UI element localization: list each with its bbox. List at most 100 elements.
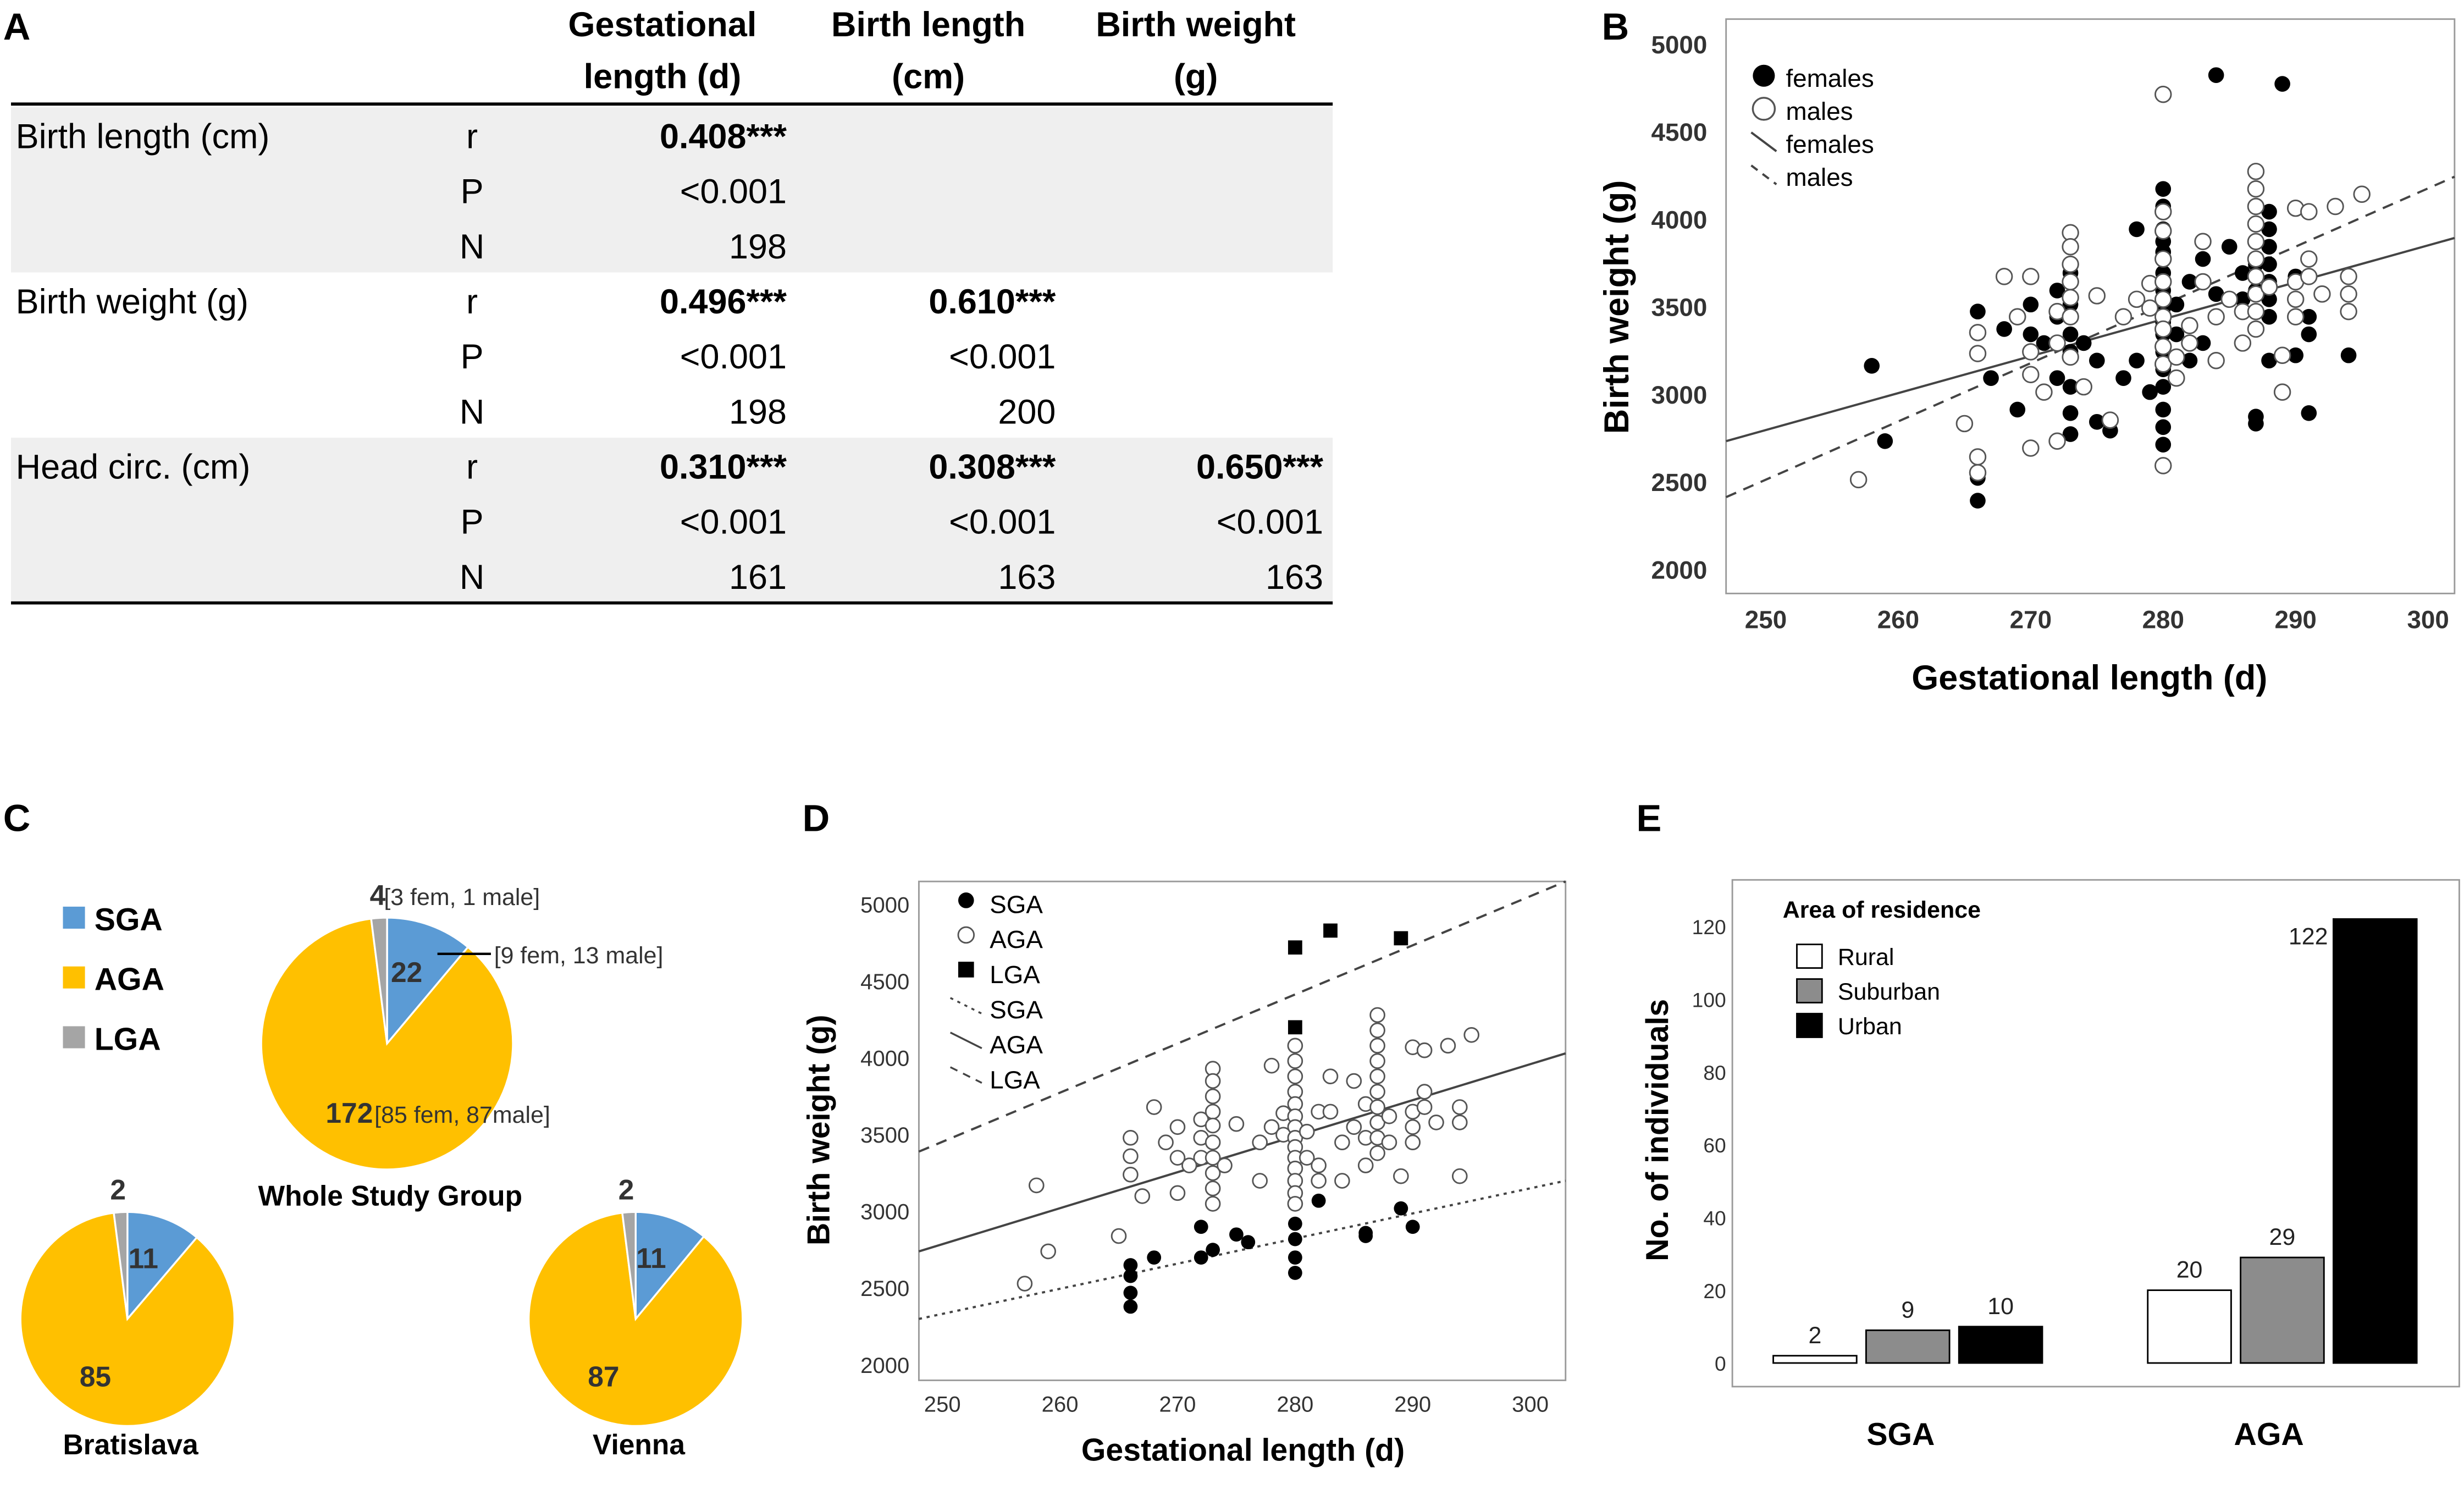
point-females <box>2301 308 2317 325</box>
point-females <box>2155 181 2172 197</box>
point-sga <box>1288 1216 1302 1231</box>
point-males <box>2181 317 2198 334</box>
point-aga <box>1405 1119 1421 1135</box>
point-aga <box>1123 1130 1139 1146</box>
x-axis-label: Gestational length (d) <box>1081 1432 1405 1468</box>
point-males <box>2062 289 2079 306</box>
bar-value-label: 2 <box>1808 1322 1821 1349</box>
legend-label: Suburban <box>1838 979 1940 1005</box>
point-males <box>2168 369 2185 387</box>
point-males <box>2181 334 2198 352</box>
point-males <box>2313 285 2331 303</box>
point-aga <box>1205 1196 1221 1212</box>
stat-label: N <box>460 393 484 431</box>
point-females <box>2049 370 2065 386</box>
point-lga <box>1288 940 1302 955</box>
stat-label: P <box>461 338 484 376</box>
point-aga <box>1252 1134 1268 1151</box>
y-tick-label: 2500 <box>860 1277 909 1301</box>
point-aga <box>1040 1243 1057 1260</box>
point-sga <box>1241 1235 1256 1250</box>
point-males <box>2114 308 2132 326</box>
y-tick-label: 60 <box>1703 1134 1726 1157</box>
point-aga <box>1205 1134 1221 1151</box>
bar-value-label: 9 <box>1901 1297 1914 1323</box>
panel-b-scatter: B 250 260 270 280 290 300 2000 2500 3000 3500 4000… <box>1598 5 2456 697</box>
point-aga <box>1287 1068 1303 1084</box>
point-males <box>2128 290 2146 308</box>
pie-slice-aga <box>527 1211 744 1427</box>
x-tick-label: 250 <box>1745 605 1787 633</box>
point-females <box>2301 405 2317 421</box>
pie-title: Vienna <box>593 1428 685 1460</box>
point-males <box>2048 432 2066 450</box>
point-aga <box>1369 1038 1385 1054</box>
legend-swatch <box>1796 1013 1823 1038</box>
column-header: Gestational <box>568 5 757 44</box>
y-tick-label: 100 <box>1692 988 1726 1011</box>
panel-a-letter: A <box>3 5 31 48</box>
y-tick-label: 0 <box>1715 1352 1726 1375</box>
point-aga <box>1451 1168 1468 1184</box>
point-females <box>2155 437 2172 453</box>
point-females <box>2023 326 2039 343</box>
point-males <box>2247 180 2265 198</box>
point-aga <box>1322 1104 1339 1120</box>
category-label: SGA <box>1866 1417 1935 1452</box>
point-males <box>2022 268 2040 285</box>
point-females <box>2181 352 2198 369</box>
point-males <box>1969 464 1987 482</box>
point-males <box>2154 338 2172 356</box>
point-females <box>2049 283 2065 299</box>
point-aga <box>1205 1165 1221 1181</box>
pie-slice-lga <box>621 1211 637 1320</box>
point-females <box>2009 401 2026 418</box>
legend-marker-dashed-line <box>949 1066 982 1084</box>
fit-line-aga-solid <box>918 1052 1566 1253</box>
fit-line-sga-dotted <box>919 1179 1566 1320</box>
point-aga <box>1463 1027 1479 1043</box>
point-females <box>1983 370 1999 386</box>
point-aga <box>1228 1116 1245 1132</box>
bar-value-label: 29 <box>2269 1224 2296 1250</box>
point-males <box>2035 383 2053 401</box>
table-cell: 0.650*** <box>1196 448 1324 486</box>
point-aga <box>1369 1084 1385 1100</box>
point-males <box>2247 268 2265 285</box>
legend-label: males <box>1786 97 1853 125</box>
legend-label: LGA <box>990 1066 1040 1094</box>
point-males <box>2220 290 2238 308</box>
column-header: Birth weight <box>1096 5 1296 44</box>
point-aga <box>1169 1150 1186 1166</box>
pie-title: Bratislava <box>63 1428 198 1460</box>
point-males <box>2207 352 2225 369</box>
point-females <box>2261 203 2277 220</box>
x-tick-label: 270 <box>1159 1393 1196 1417</box>
point-sga <box>1206 1243 1220 1257</box>
legend-label: Rural <box>1838 944 1894 970</box>
point-males <box>1969 324 1987 341</box>
point-females <box>2274 76 2290 92</box>
panel-d-letter: D <box>803 797 830 840</box>
point-females <box>2288 347 2304 363</box>
legend-label: Urban <box>1838 1013 1902 1040</box>
point-females <box>1970 493 1986 509</box>
point-sga <box>1147 1250 1162 1265</box>
point-sga <box>1123 1268 1138 1283</box>
column-header: length (d) <box>584 58 742 96</box>
y-tick-label: 80 <box>1703 1061 1726 1084</box>
point-aga <box>1158 1134 1174 1151</box>
legend-label: AGA <box>990 1031 1043 1059</box>
point-females <box>1864 358 1880 374</box>
point-aga <box>1181 1157 1197 1173</box>
point-males <box>2340 302 2357 321</box>
point-females <box>2248 416 2264 432</box>
slice-label: 172 <box>325 1097 373 1129</box>
pie-slice-lga <box>370 917 388 1044</box>
point-males <box>2022 343 2040 361</box>
point-aga <box>1252 1173 1268 1189</box>
y-axis-label: Birth weight (g) <box>801 1015 836 1246</box>
point-aga <box>1299 1123 1315 1140</box>
legend-label: SGA <box>95 902 163 937</box>
